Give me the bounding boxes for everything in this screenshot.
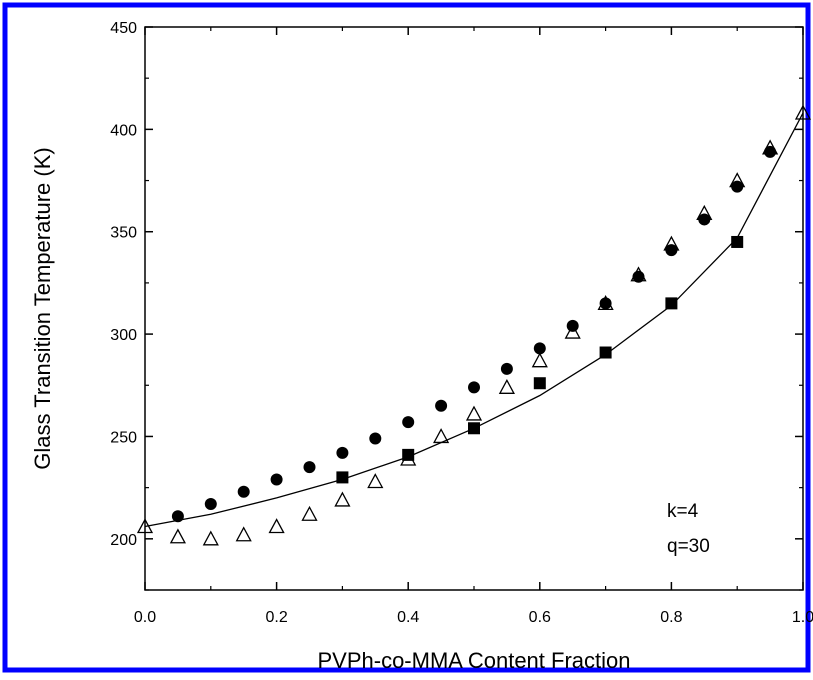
square-point (731, 235, 744, 248)
triangle-point (794, 104, 812, 120)
y-tick-label: 250 (110, 429, 137, 446)
triangle-point (268, 518, 285, 534)
triangle-point (202, 530, 219, 546)
triangle-point (564, 323, 581, 339)
triangle-point (400, 450, 417, 466)
annotation-q: q=30 (667, 536, 710, 557)
triangle-point (630, 266, 647, 282)
y-tick-label: 450 (110, 20, 137, 37)
y-tick-label: 200 (110, 532, 137, 549)
square-point (665, 297, 678, 310)
x-tick-label: 0.8 (660, 609, 682, 626)
circle-point (303, 461, 316, 474)
triangle-point (136, 518, 154, 534)
tick-labels: 0.0 0.2 0.4 0.6 0.8 1.0 200 250 300 350 400 450 (110, 20, 813, 626)
y-axis-label: Glass Transition Temperature (K) (30, 147, 55, 469)
triangle-point (301, 505, 318, 521)
x-tick-label: 1.0 (792, 609, 813, 626)
triangle-point (597, 295, 614, 311)
circle-point (468, 381, 480, 394)
circle-point (237, 485, 250, 498)
x-tick-label: 0.4 (397, 609, 419, 626)
circle-point (270, 473, 283, 486)
series-layer (136, 104, 812, 546)
square-point (468, 422, 480, 435)
triangle-point (531, 352, 548, 368)
triangle-point (433, 428, 450, 444)
tick-marks (144, 26, 804, 591)
square-point (599, 346, 612, 359)
circle-point (435, 399, 448, 412)
triangle-point (663, 235, 680, 251)
fit-curve-line (144, 112, 804, 528)
y-tick-label: 400 (110, 122, 137, 139)
circle-point (533, 342, 546, 355)
triangle-point (169, 528, 186, 544)
x-tick-label: 0.0 (134, 609, 156, 626)
triangle-point (465, 405, 483, 421)
circle-point (500, 362, 513, 375)
circle-point (402, 416, 415, 429)
circle-point (336, 446, 349, 459)
triangle-point (696, 204, 713, 220)
square-point (336, 471, 349, 484)
circle-point (171, 510, 184, 523)
triangle-point (235, 526, 252, 542)
circle-point (369, 432, 382, 445)
y-tick-label: 300 (110, 327, 137, 344)
circle-point (764, 145, 777, 158)
triangle-point (334, 491, 351, 507)
square-point (533, 377, 546, 390)
circle-point (599, 297, 612, 310)
x-tick-label: 0.6 (529, 609, 551, 626)
x-axis-label: PVPh-co-MMA Content Fraction (317, 648, 630, 673)
annotation-k: k=4 (667, 501, 699, 522)
y-tick-label: 350 (110, 225, 137, 242)
triangle-point (498, 378, 515, 394)
circle-point (204, 498, 217, 511)
triangle-point (762, 139, 779, 155)
triangle-point (367, 473, 384, 489)
triangle-point (729, 172, 746, 188)
x-tick-label: 0.2 (265, 609, 287, 626)
